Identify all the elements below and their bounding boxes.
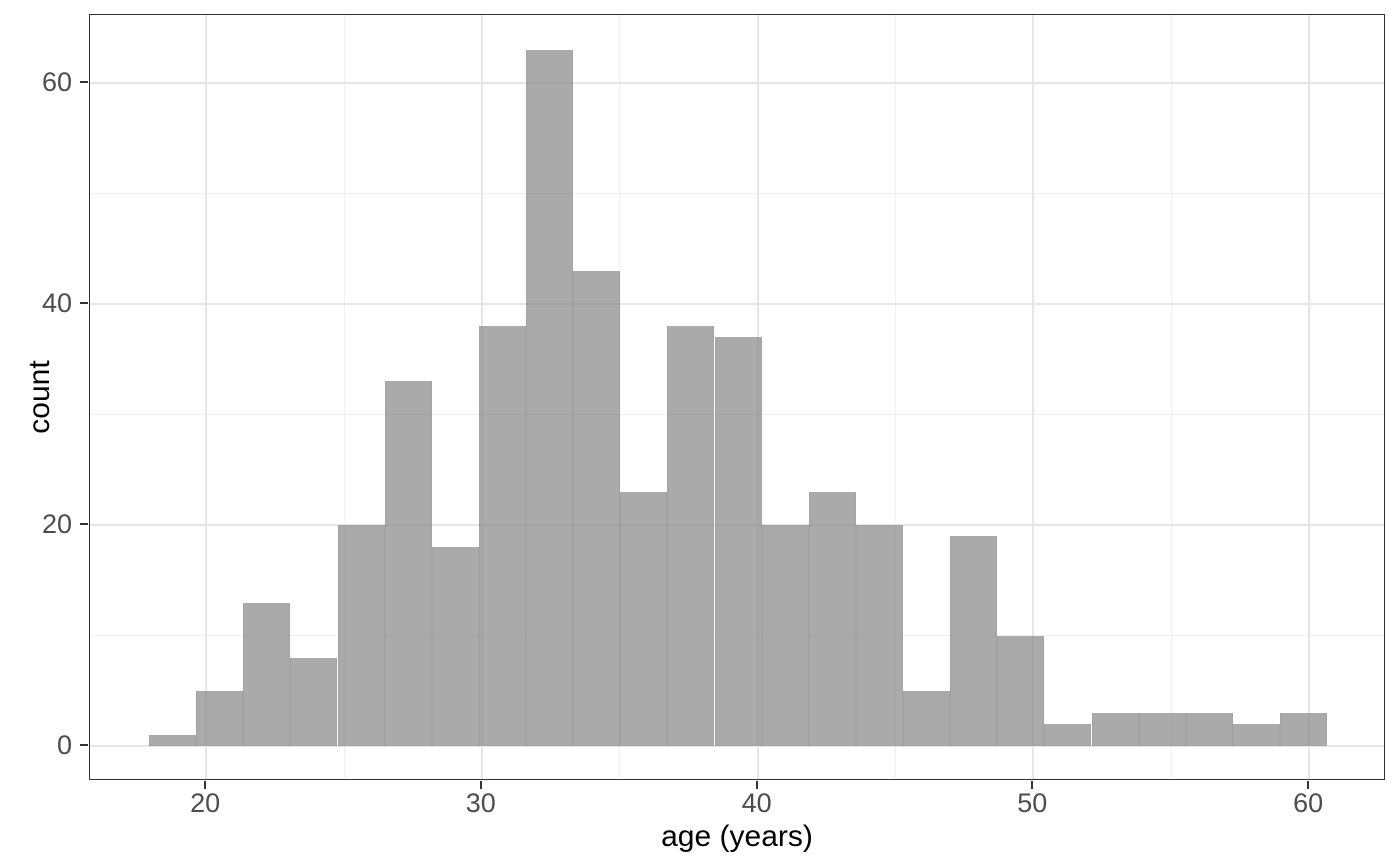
grid-major-v: [1032, 15, 1035, 779]
histogram-bar: [620, 492, 668, 747]
histogram-bar: [337, 525, 385, 747]
histogram-bar: [714, 337, 762, 747]
grid-minor-v: [343, 15, 345, 779]
histogram-bar: [196, 690, 244, 747]
x-tick-label: 40: [741, 788, 772, 818]
histogram-bar: [478, 326, 526, 747]
x-tick-mark: [204, 781, 207, 789]
histogram-bar: [243, 602, 291, 747]
x-tick-mark: [755, 781, 758, 789]
histogram-bar: [667, 326, 715, 747]
y-tick-mark: [80, 302, 88, 304]
histogram-bar: [526, 49, 574, 747]
y-tick-label: 20: [41, 509, 72, 540]
grid-minor-v: [895, 15, 896, 779]
y-axis-title: count: [23, 360, 56, 434]
grid-major-h: [90, 745, 1384, 748]
histogram-bar: [1044, 724, 1092, 747]
histogram-bar: [290, 657, 338, 747]
plot-panel: [89, 14, 1385, 780]
y-tick-mark: [80, 81, 88, 83]
histogram-bar: [808, 492, 856, 747]
histogram-bar: [431, 547, 479, 747]
x-tick-mark: [479, 781, 482, 789]
grid-minor-h: [90, 193, 1384, 194]
x-axis-title: age (years): [661, 820, 813, 853]
y-tick-label: 60: [41, 67, 72, 97]
histogram-bar: [903, 690, 951, 747]
y-tick-mark: [80, 523, 88, 526]
histogram-bar: [950, 536, 998, 747]
histogram-bar: [384, 381, 432, 747]
histogram-bar: [997, 635, 1045, 747]
histogram-bar: [1280, 713, 1328, 747]
histogram-bar: [149, 735, 197, 747]
grid-major-v: [205, 15, 208, 779]
histogram-bar: [573, 270, 621, 747]
grid-major-h: [90, 303, 1384, 305]
x-tick-label: 30: [465, 788, 496, 818]
x-tick-mark: [1307, 781, 1310, 789]
histogram-bar: [761, 525, 809, 747]
y-tick-label: 0: [56, 730, 72, 761]
histogram-bar: [1091, 713, 1139, 747]
y-tick-label: 40: [41, 288, 72, 318]
x-tick-mark: [1031, 781, 1034, 789]
x-tick-label: 20: [190, 788, 221, 818]
x-tick-label: 60: [1293, 788, 1324, 818]
y-tick-mark: [80, 744, 88, 747]
grid-major-v: [1308, 15, 1311, 779]
histogram-bars: [90, 15, 1384, 779]
grid-major-h: [90, 82, 1384, 84]
histogram-bar: [1185, 713, 1233, 747]
histogram-bar: [1138, 713, 1186, 747]
grid-minor-v: [1170, 15, 1172, 779]
histogram-bar: [855, 525, 903, 747]
histogram-bar: [1232, 724, 1280, 747]
x-tick-label: 50: [1017, 788, 1048, 818]
